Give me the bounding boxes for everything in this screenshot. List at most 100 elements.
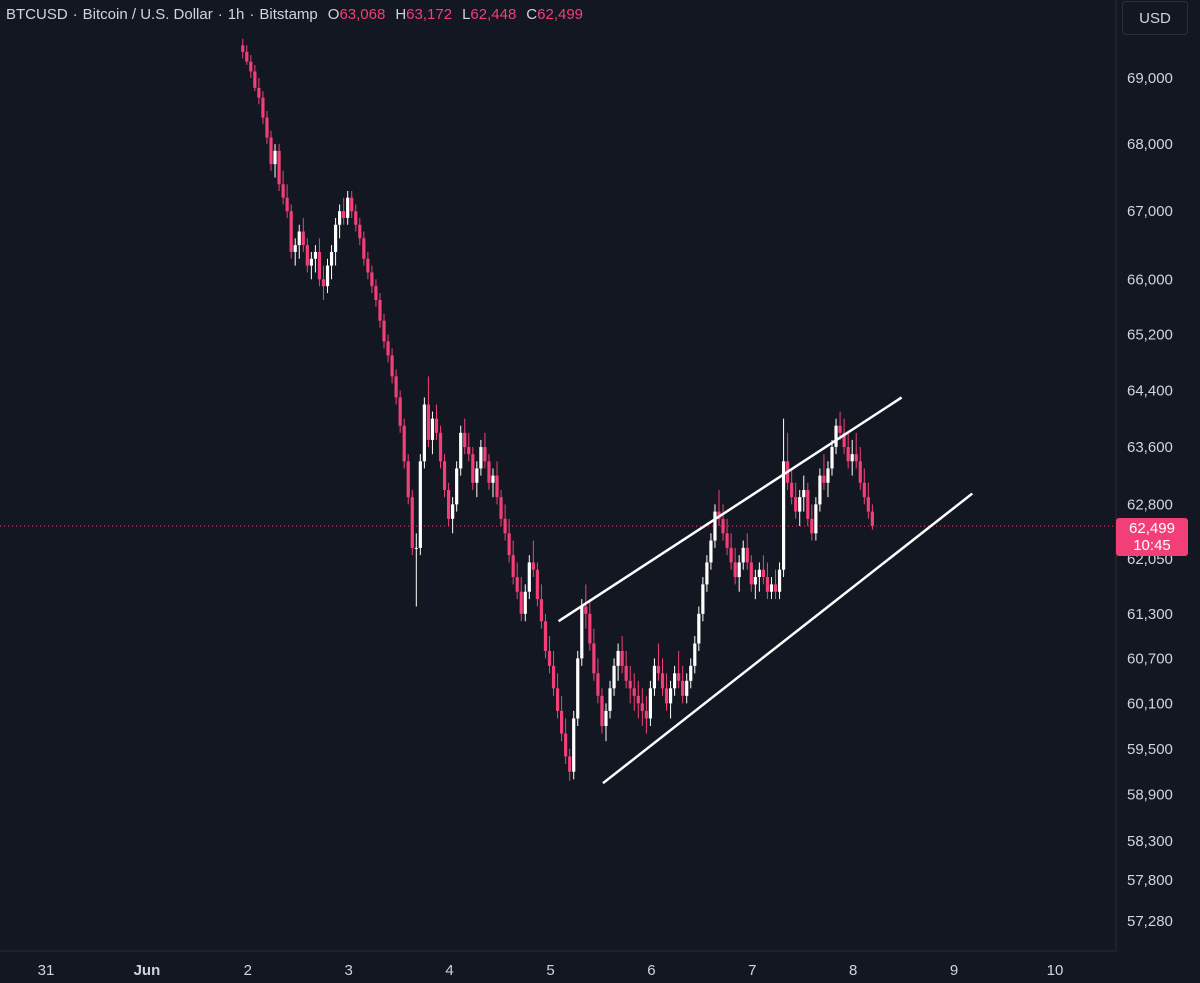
x-tick-label: 5	[546, 962, 554, 979]
legend-separator: ·	[72, 6, 78, 23]
candle-body	[559, 710, 564, 734]
candle-body	[511, 555, 515, 578]
currency-button[interactable]: USD	[1122, 1, 1188, 35]
candle-body	[463, 432, 467, 448]
candle-body	[535, 569, 539, 600]
x-tick-label: 3	[345, 962, 353, 979]
candle-body	[660, 673, 665, 689]
y-tick-label: 60,100	[1127, 695, 1173, 712]
candle-body	[362, 238, 366, 259]
channel-lower-line	[602, 492, 974, 785]
legend-close-value: 62,499	[537, 6, 584, 23]
x-tick-label: 7	[748, 962, 756, 979]
x-tick-label: 10	[1047, 962, 1064, 979]
candle-body	[769, 584, 774, 592]
symbol-legend: BTCUSD · Bitcoin / U.S. Dollar · 1h · Bi…	[6, 6, 583, 23]
candle-body	[656, 665, 661, 674]
candle-body	[862, 482, 866, 498]
candle-body	[701, 584, 705, 614]
candle-body	[580, 606, 584, 659]
candle-body	[604, 710, 608, 727]
candle-body	[640, 703, 644, 711]
candle-body	[426, 404, 431, 440]
candle-body	[709, 540, 713, 563]
candle-body	[798, 497, 802, 512]
candle-body	[729, 547, 733, 563]
candle-body	[737, 562, 741, 578]
candle-body	[572, 718, 576, 772]
candle-body	[600, 695, 604, 727]
candle-body	[519, 591, 523, 614]
candle-body	[499, 497, 503, 519]
candle-body	[693, 643, 697, 666]
candle-body	[846, 447, 850, 462]
candle-body	[810, 518, 814, 534]
candle-body	[430, 418, 435, 440]
legend-open-value: 63,068	[339, 6, 386, 23]
candle-body	[632, 688, 636, 696]
candle-body	[370, 272, 374, 287]
candle-body	[438, 432, 443, 462]
legend-exchange: Bitstamp	[259, 6, 318, 23]
legend-symbol[interactable]: BTCUSD	[6, 6, 68, 23]
candle-body	[858, 461, 862, 483]
candle-body	[289, 211, 293, 252]
candle-body	[301, 231, 305, 246]
candle-body	[608, 688, 612, 711]
candle-body	[455, 468, 459, 505]
candle-body	[576, 658, 580, 719]
candle-body	[446, 489, 451, 519]
candle-body	[721, 518, 725, 534]
candle-body	[551, 665, 556, 689]
candle-body	[757, 569, 761, 578]
candle-body	[422, 404, 426, 462]
candle-body	[451, 504, 455, 519]
candle-body	[273, 150, 277, 165]
y-tick-label: 66,000	[1127, 271, 1173, 288]
candle-body	[555, 688, 560, 711]
candle-body	[596, 673, 600, 696]
candle-body	[814, 504, 818, 534]
x-tick-label: 4	[445, 962, 453, 979]
candle-body	[475, 468, 479, 483]
candle-body	[781, 461, 786, 570]
y-tick-label: 57,800	[1127, 872, 1173, 889]
y-tick-label: 65,200	[1127, 327, 1173, 344]
candle-body	[745, 547, 749, 563]
candle-body	[442, 461, 447, 490]
x-tick-label: 2	[244, 962, 252, 979]
y-tick-label: 59,500	[1127, 741, 1173, 758]
candle-body	[790, 482, 794, 498]
candle-body	[410, 497, 414, 548]
candle-body	[495, 475, 499, 498]
candle-body	[834, 425, 838, 448]
legend-close-key: C	[526, 6, 538, 23]
candle-body	[390, 355, 394, 377]
x-tick-label: 8	[849, 962, 857, 979]
candle-body	[467, 447, 471, 455]
candle-body	[753, 577, 757, 585]
candle-body	[293, 245, 297, 252]
candle-body	[406, 461, 410, 498]
candle-body	[418, 461, 422, 548]
candle-body	[689, 665, 693, 681]
candle-body	[749, 562, 753, 585]
candle-body	[354, 211, 358, 225]
legend-interval[interactable]: 1h	[227, 6, 245, 23]
candle-body	[487, 461, 491, 483]
candle-body	[761, 569, 765, 578]
x-tick-label: 6	[647, 962, 655, 979]
candle-body	[491, 475, 495, 483]
candle-body	[321, 279, 326, 287]
x-tick-label: 31	[38, 962, 55, 979]
candle-body	[773, 584, 778, 592]
candle-body	[539, 599, 544, 622]
candle-body	[838, 425, 842, 433]
candle-body	[515, 577, 519, 592]
candle-body	[398, 397, 402, 426]
candle-body	[241, 45, 245, 52]
legend-name: Bitcoin / U.S. Dollar	[82, 6, 213, 23]
candle-body	[527, 562, 531, 592]
candle-body	[338, 211, 342, 225]
